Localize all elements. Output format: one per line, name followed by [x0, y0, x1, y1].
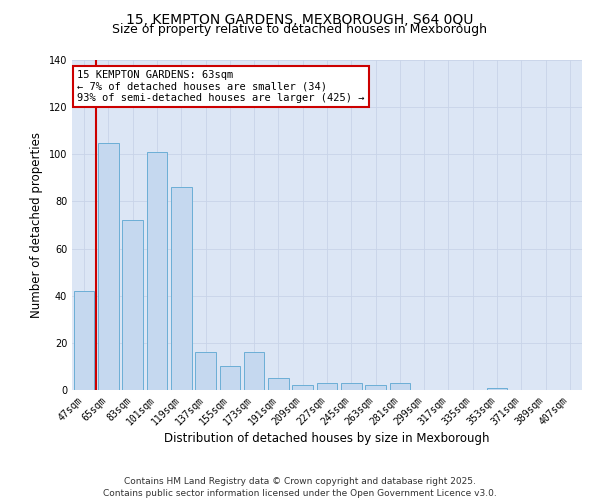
Bar — [220, 366, 240, 390]
Bar — [292, 386, 313, 390]
Text: Contains HM Land Registry data © Crown copyright and database right 2025.
Contai: Contains HM Land Registry data © Crown c… — [103, 476, 497, 498]
Text: 15, KEMPTON GARDENS, MEXBOROUGH, S64 0QU: 15, KEMPTON GARDENS, MEXBOROUGH, S64 0QU — [127, 12, 473, 26]
Bar — [365, 386, 386, 390]
Bar — [389, 383, 410, 390]
Bar — [146, 152, 167, 390]
Bar — [244, 352, 265, 390]
Bar — [317, 383, 337, 390]
Bar — [268, 378, 289, 390]
Bar — [171, 188, 191, 390]
Y-axis label: Number of detached properties: Number of detached properties — [30, 132, 43, 318]
X-axis label: Distribution of detached houses by size in Mexborough: Distribution of detached houses by size … — [164, 432, 490, 446]
Bar — [195, 352, 216, 390]
Bar — [122, 220, 143, 390]
Bar — [98, 142, 119, 390]
Text: Size of property relative to detached houses in Mexborough: Size of property relative to detached ho… — [113, 22, 487, 36]
Text: 15 KEMPTON GARDENS: 63sqm
← 7% of detached houses are smaller (34)
93% of semi-d: 15 KEMPTON GARDENS: 63sqm ← 7% of detach… — [77, 70, 365, 103]
Bar — [487, 388, 508, 390]
Bar — [74, 291, 94, 390]
Bar — [341, 383, 362, 390]
